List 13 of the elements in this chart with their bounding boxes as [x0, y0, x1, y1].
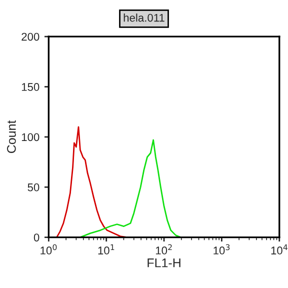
x-tick-label: 10$^{3}$ — [214, 244, 230, 254]
y-tick-label: 50 — [28, 183, 40, 192]
x-tick-label: 10$^{4}$ — [271, 244, 288, 254]
chart-title: hela.011 — [124, 14, 164, 22]
x-axis-title: FL1-H — [148, 258, 180, 268]
x-tick-label: 10$^{1}$ — [98, 244, 114, 254]
y-tick-label: 150 — [22, 83, 40, 91]
x-tick-label: 10$^{0}$ — [40, 244, 57, 254]
y-axis-title: Count — [7, 120, 16, 153]
y-tick-label: 100 — [22, 133, 40, 142]
y-tick-label: 200 — [22, 32, 40, 41]
x-tick-label: 10$^{2}$ — [156, 244, 172, 254]
y-tick-label: 0 — [34, 234, 40, 242]
